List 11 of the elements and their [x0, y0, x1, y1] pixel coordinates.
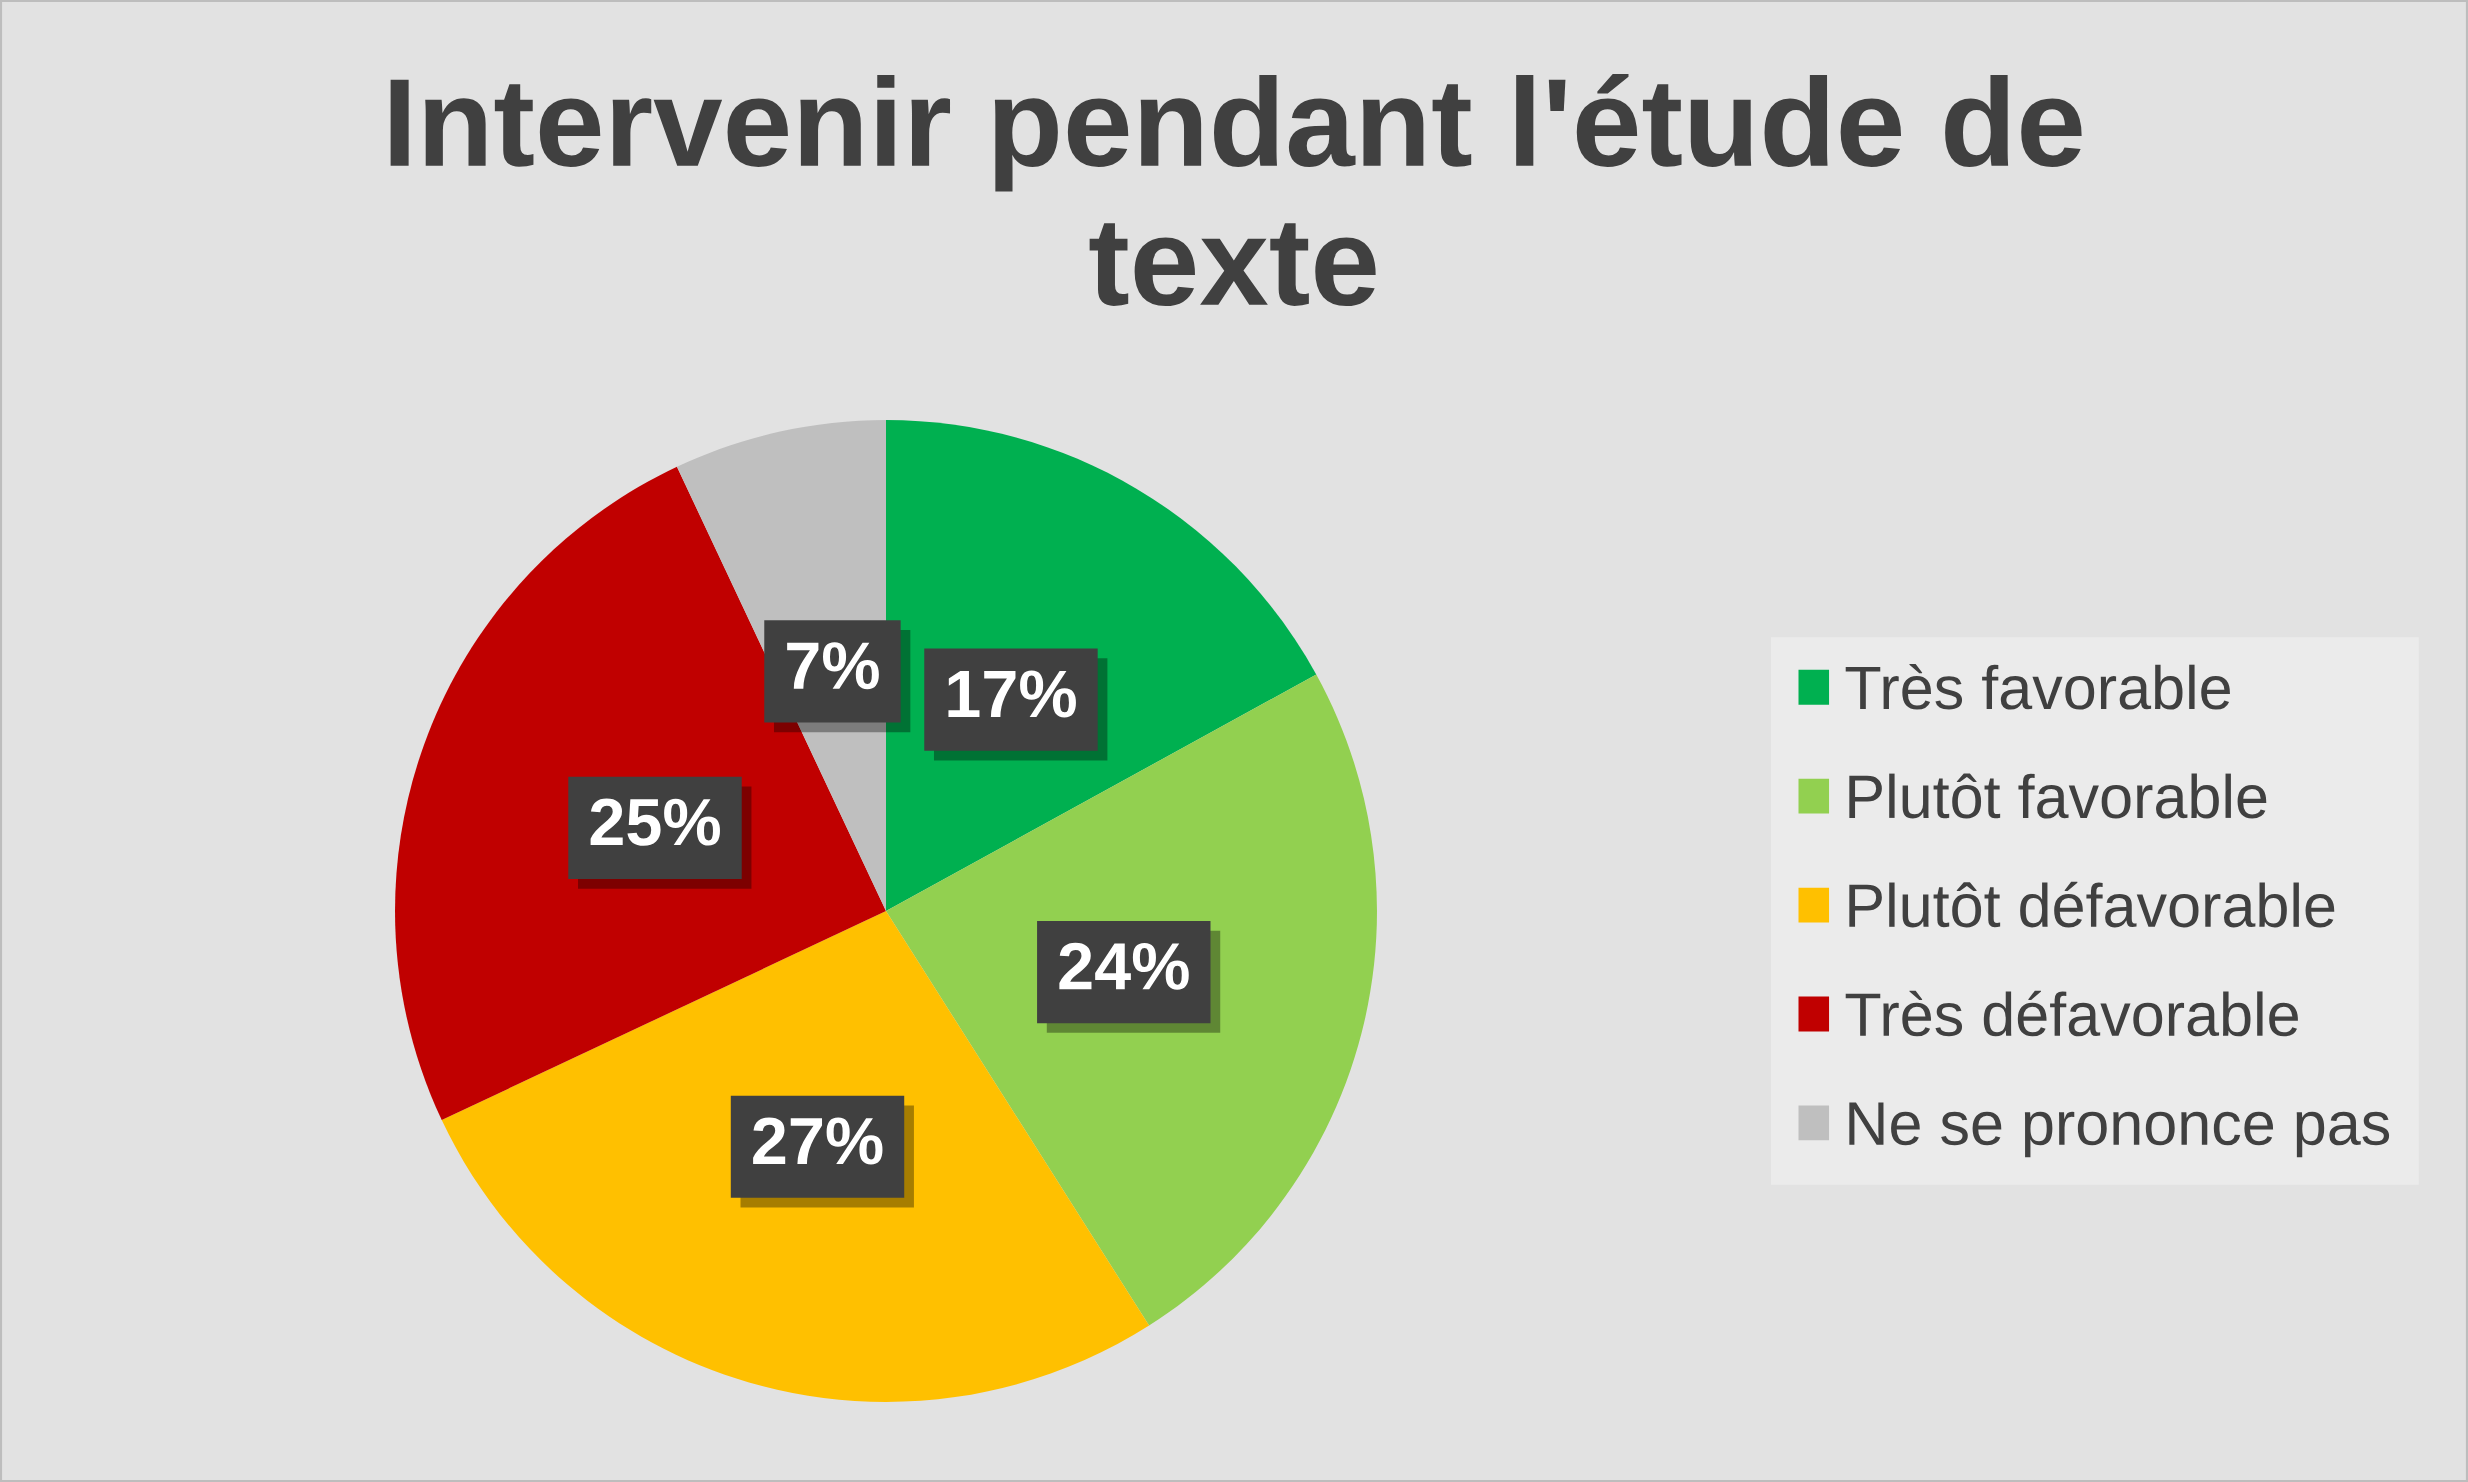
legend-label: Très favorable	[1845, 663, 2230, 710]
legend-label: Plutôt défavorable	[1849, 881, 2335, 928]
legend-label: Très défavorable	[1845, 990, 2298, 1037]
legend-label: Plutôt favorable	[1849, 773, 2267, 819]
chart-title: Intervenir pendant l'étude de texte	[390, 74, 2082, 307]
data-label: 27%	[753, 1117, 883, 1165]
data-label: 17%	[948, 670, 1076, 718]
legend-label: Ne se prononce pas	[1849, 1102, 2390, 1158]
data-label: 25%	[590, 798, 720, 846]
data-label: 24%	[1059, 942, 1189, 990]
data-label: 7%	[787, 642, 879, 690]
